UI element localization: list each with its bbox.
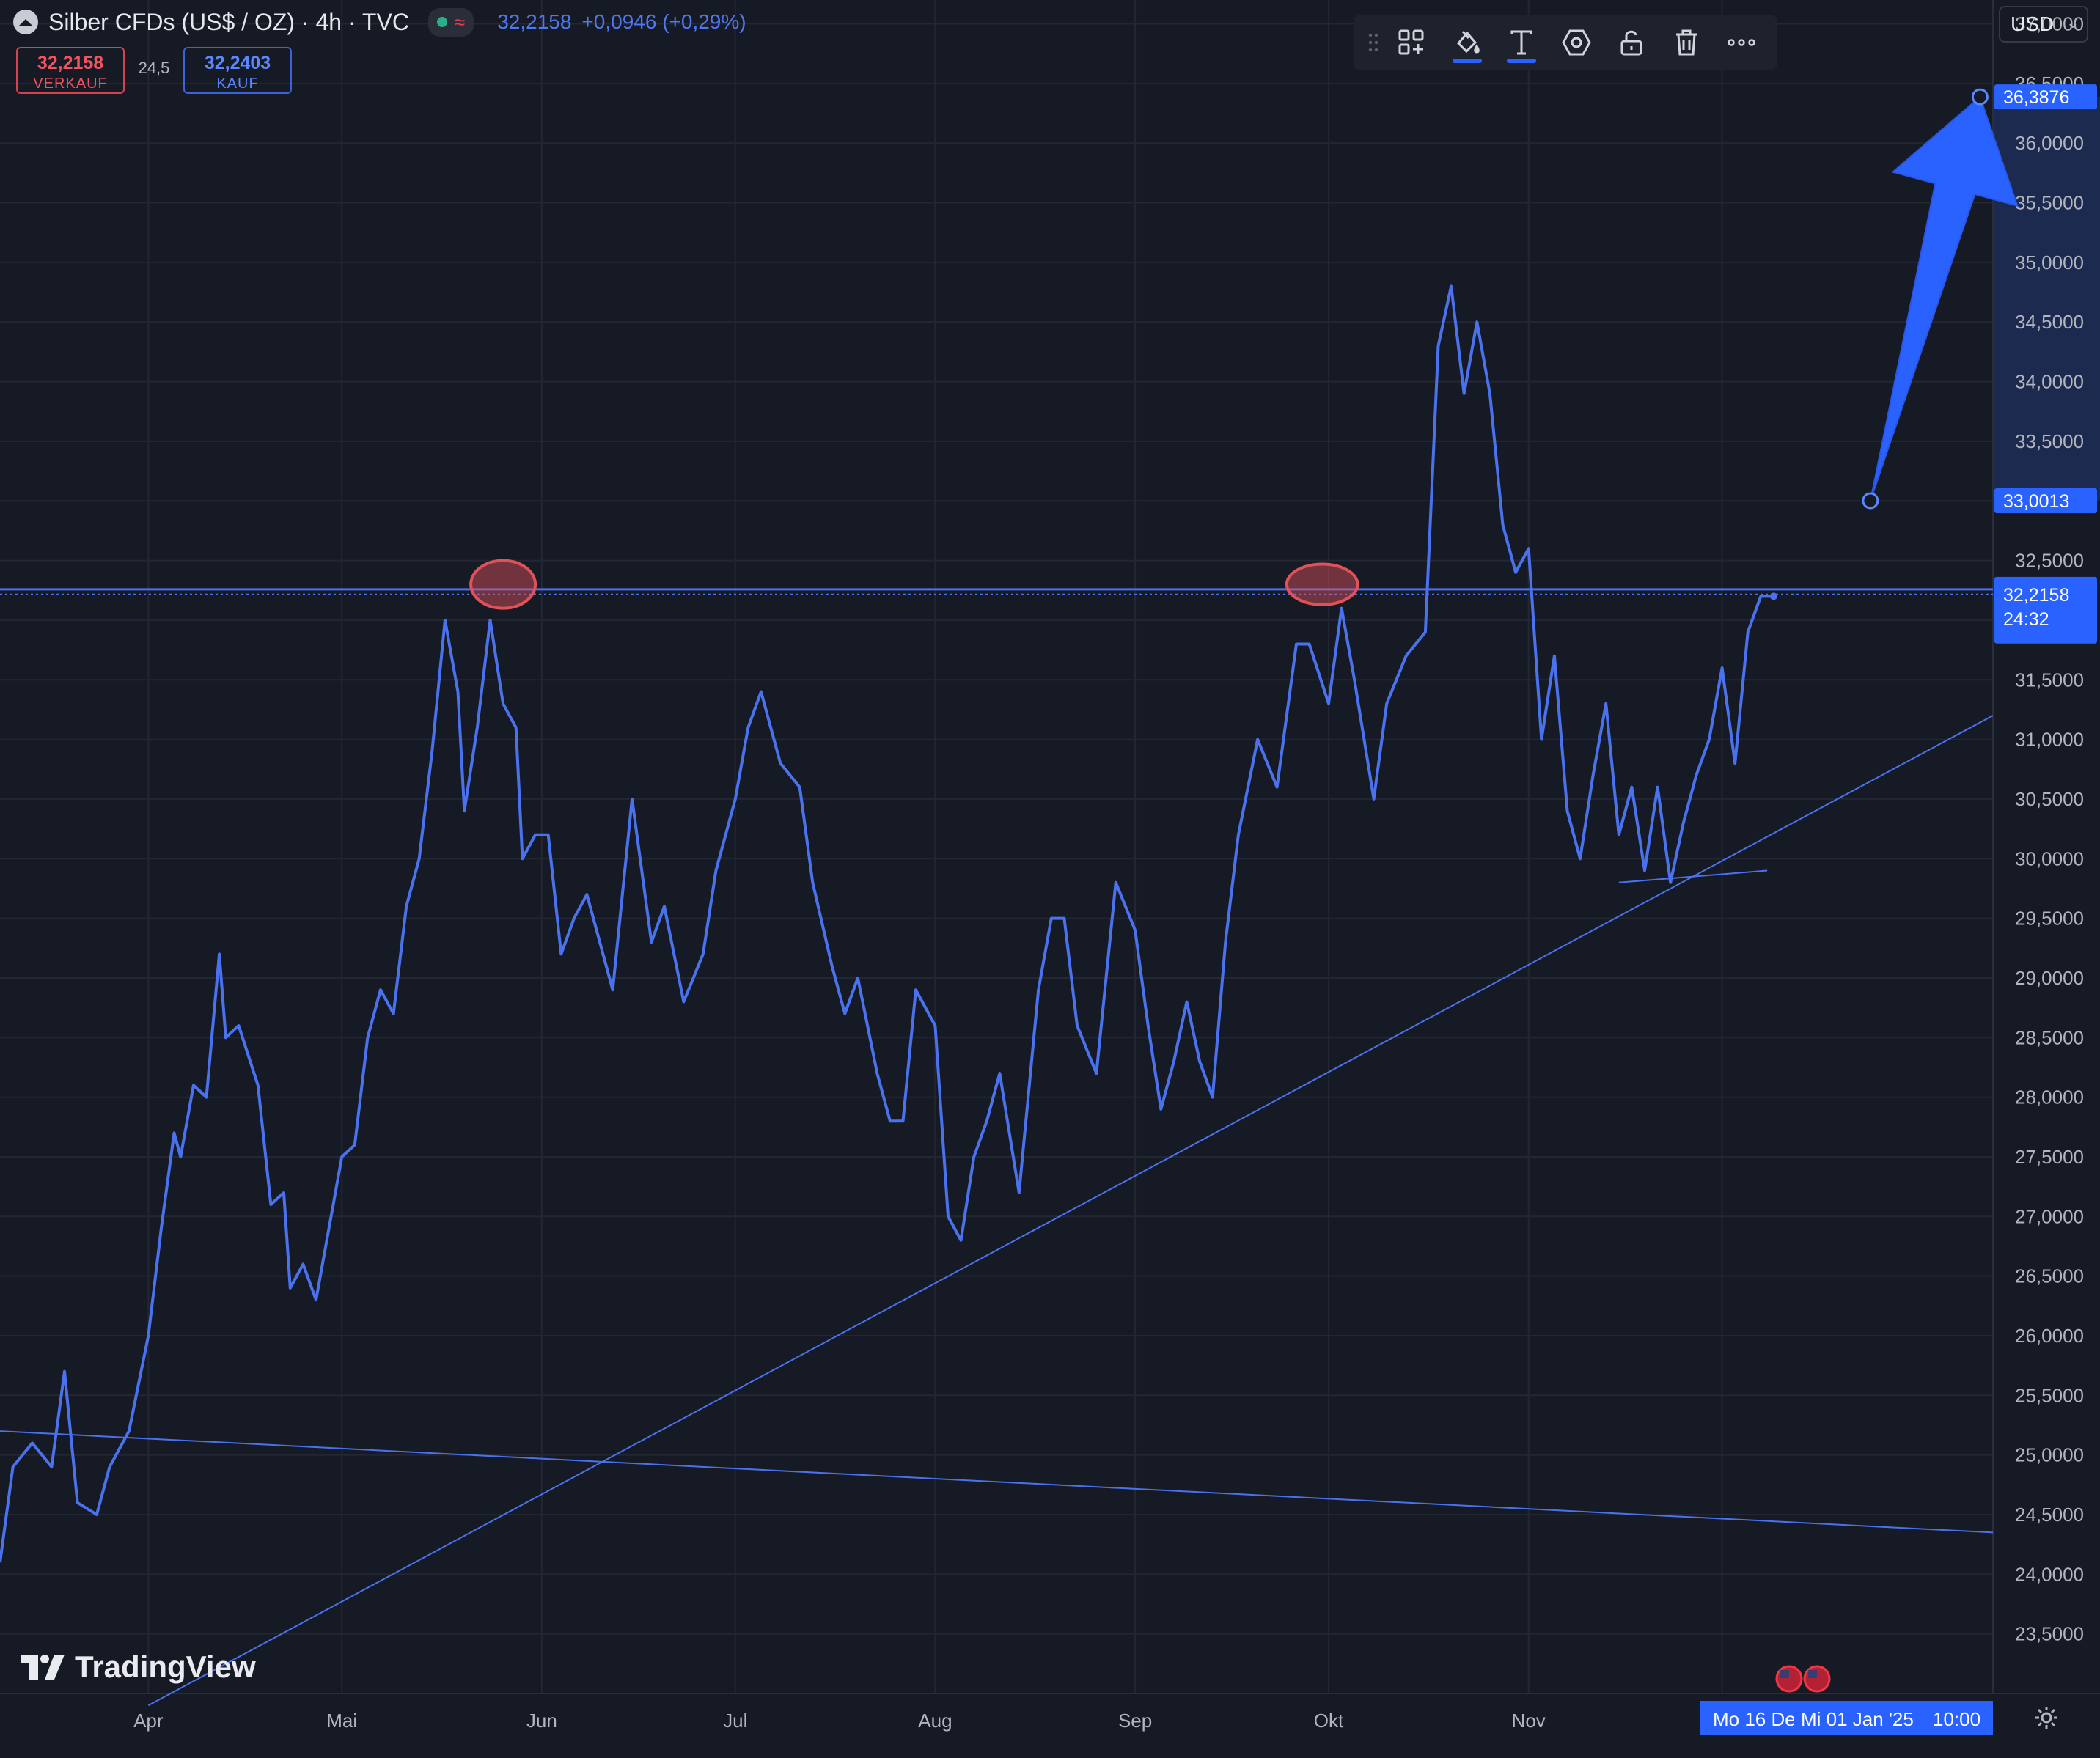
x-tick-label: Mai	[326, 1710, 357, 1732]
drag-handle-icon[interactable]	[1362, 19, 1384, 66]
tradingview-logo-icon	[21, 1655, 65, 1680]
y-tick-label: 30,0000	[2015, 847, 2084, 869]
y-tick-label: 28,5000	[2015, 1026, 2084, 1048]
trendline	[0, 1430, 1994, 1534]
spread-value: 24,5	[138, 59, 170, 77]
gear-icon[interactable]	[2034, 1705, 2059, 1730]
y-tick-label: 37,0000	[2015, 13, 2084, 35]
drawing-toolbar	[1354, 15, 1777, 70]
date-range-label: Mo 16 Dez Mi 01 Jan '25 10:00	[1700, 1701, 1993, 1735]
wave-icon: ≈	[454, 10, 466, 33]
text-color-indicator	[1507, 59, 1537, 63]
x-tick-label: Jun	[526, 1710, 557, 1732]
market-open-dot	[436, 17, 447, 27]
arrow-start-handle	[1862, 492, 1879, 510]
symbol-title[interactable]: Silber CFDs (US$ / OZ) · 4h · TVC	[48, 8, 409, 35]
y-tick-label: 34,5000	[2015, 311, 2084, 333]
y-tick-label: 25,5000	[2015, 1384, 2084, 1406]
y-tick-label: 29,5000	[2015, 908, 2084, 930]
price-label-text: 32,2158	[2003, 585, 2069, 606]
more-icon[interactable]	[1714, 19, 1769, 66]
fill-paint-icon[interactable]	[1439, 19, 1494, 66]
silver-symbol-icon[interactable]	[13, 10, 38, 34]
tradingview-logo[interactable]: TradingView	[21, 1649, 256, 1685]
x-tick-label: Okt	[1314, 1710, 1344, 1732]
x-tick-label: Aug	[918, 1710, 952, 1732]
countdown-label: 24:32	[2003, 609, 2049, 630]
y-tick-label: 32,5000	[2015, 550, 2084, 572]
y-tick-label: 30,5000	[2015, 788, 2084, 810]
buy-button[interactable]: 32,2403 KAUF	[183, 47, 292, 94]
x-tick-label: Apr	[133, 1710, 164, 1732]
y-tick-label: 25,0000	[2015, 1444, 2084, 1466]
resistance-highlight-ellipse	[1285, 562, 1359, 606]
text-icon[interactable]	[1494, 19, 1549, 66]
y-tick-label: 24,0000	[2015, 1563, 2084, 1585]
x-tick-label: Jul	[723, 1710, 747, 1732]
price-range-highlight	[1993, 97, 2100, 501]
symbol-header: Silber CFDs (US$ / OZ) · 4h · TVC ≈ 32,2…	[13, 6, 746, 38]
y-tick-label: 27,5000	[2015, 1146, 2084, 1168]
y-tick-label: 35,0000	[2015, 251, 2084, 273]
price-series-line	[0, 284, 1774, 1563]
sell-label: VERKAUF	[33, 76, 108, 92]
range-end-date: Mi 01 Jan '25	[1801, 1708, 1914, 1730]
flag-canton	[1808, 1670, 1817, 1678]
trendline	[147, 715, 1994, 1707]
currency-value: USD	[2011, 12, 2055, 35]
range-start-date: Mo 16 Dez	[1713, 1708, 1794, 1730]
y-tick-label: 29,0000	[2015, 967, 2084, 989]
sell-button[interactable]: 32,2158 VERKAUF	[16, 47, 125, 94]
settings-hexagon-icon[interactable]	[1549, 19, 1604, 66]
price-label-box	[1994, 488, 2097, 514]
y-tick-label: 26,0000	[2015, 1325, 2084, 1347]
add-object-icon[interactable]	[1384, 19, 1439, 66]
price-label-box	[1994, 581, 2097, 644]
currency-select[interactable]: USD ⌄	[1999, 6, 2088, 43]
market-status[interactable]: ≈	[427, 7, 474, 37]
y-tick-label: 23,5000	[2015, 1623, 2084, 1645]
range-time: 10:00	[1933, 1708, 1981, 1730]
price-label-text: 33,0013	[2003, 491, 2069, 512]
x-tick-label: Nov	[1512, 1710, 1546, 1732]
y-tick-label: 33,5000	[2015, 430, 2084, 452]
y-tick-label: 31,5000	[2015, 669, 2084, 691]
y-tick-label: 31,0000	[2015, 729, 2084, 751]
buy-price: 32,2403	[204, 53, 271, 73]
y-tick-label: 28,0000	[2015, 1086, 2084, 1108]
sell-price: 32,2158	[37, 53, 104, 73]
unlock-icon[interactable]	[1604, 19, 1659, 66]
chevron-down-icon: ⌄	[2066, 13, 2079, 32]
price-change: +0,0946 (+0,29%)	[581, 10, 746, 33]
flag-canton	[1780, 1670, 1789, 1678]
price-label-text: 36,3876	[2003, 87, 2069, 108]
y-tick-label: 27,0000	[2015, 1205, 2084, 1227]
trendline	[1618, 869, 1768, 883]
last-price: 32,2158	[497, 10, 572, 33]
resistance-highlight-ellipse	[469, 559, 537, 610]
fill-color-indicator	[1452, 59, 1482, 63]
price-label-box	[1994, 84, 2097, 110]
watermark-brand: TradingView	[75, 1649, 256, 1684]
x-tick-label: Sep	[1118, 1710, 1152, 1732]
last-price-point	[1769, 592, 1777, 600]
y-tick-label: 35,5000	[2015, 192, 2084, 214]
arrow-end-handle	[1971, 88, 1989, 106]
y-tick-label: 34,0000	[2015, 371, 2084, 393]
y-tick-label: 26,5000	[2015, 1265, 2084, 1287]
y-tick-label: 24,5000	[2015, 1504, 2084, 1526]
buy-label: KAUF	[216, 76, 259, 92]
y-tick-label: 36,0000	[2015, 132, 2084, 154]
trash-icon[interactable]	[1659, 19, 1714, 66]
